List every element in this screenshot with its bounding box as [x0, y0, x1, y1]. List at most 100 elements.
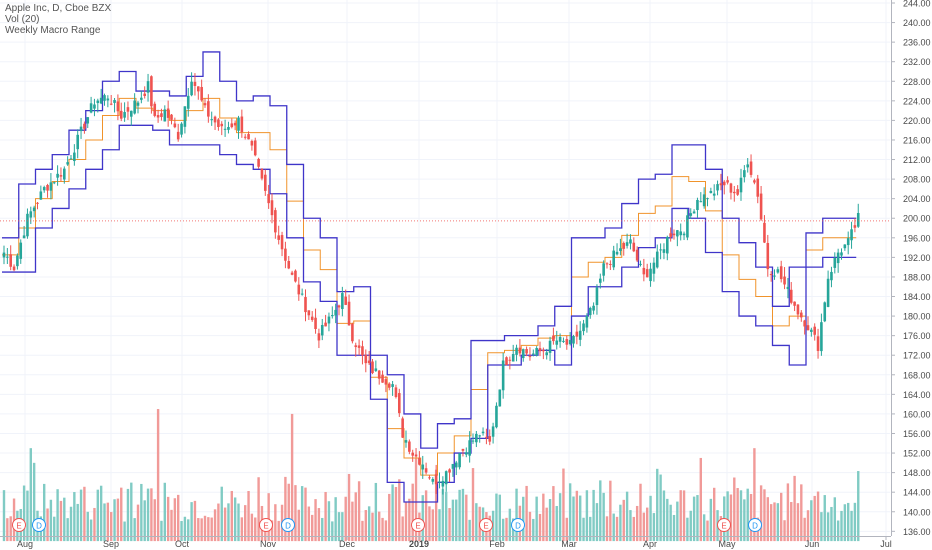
- candle-body: [267, 194, 270, 204]
- volume-indicator-label[interactable]: Vol (20): [5, 14, 40, 25]
- volume-bar: [9, 516, 12, 542]
- candle-body: [635, 249, 639, 261]
- volume-bar: [300, 486, 304, 542]
- volume-bar: [713, 487, 716, 542]
- volume-bar: [49, 499, 53, 542]
- dividend-marker[interactable]: D: [281, 518, 295, 532]
- candle: [565, 335, 569, 350]
- candle-body: [578, 330, 582, 340]
- time-axis[interactable]: Aug Sep Oct Nov Dec 2019 Feb Mar Apr May Jun Jul: [0, 536, 892, 549]
- candle: [833, 252, 837, 274]
- candle-body: [545, 352, 548, 356]
- candle-body: [143, 93, 146, 96]
- candle-body: [163, 109, 167, 122]
- volume-bar: [689, 510, 692, 542]
- candle-body: [468, 440, 471, 456]
- candle-body: [662, 249, 666, 253]
- candle-body: [377, 370, 381, 379]
- volume-bar: [595, 503, 599, 542]
- volume-bar: [652, 513, 656, 542]
- candle-body: [712, 193, 716, 196]
- candle-body: [79, 126, 83, 132]
- candle: [796, 304, 800, 320]
- candle-body: [304, 297, 307, 313]
- price-tick-label: 244.00: [903, 0, 931, 9]
- volume-bar: [508, 508, 512, 542]
- symbol-title[interactable]: Apple Inc, D, Cboe BZX: [5, 3, 112, 14]
- candle-body: [532, 353, 535, 355]
- candle-body: [22, 235, 26, 239]
- volume-bar: [197, 518, 200, 542]
- candle-body: [156, 115, 160, 118]
- price-tick-label: 164.00: [903, 390, 931, 400]
- candle: [666, 235, 669, 261]
- candle-body: [679, 231, 682, 236]
- candle: [448, 468, 451, 483]
- candle: [79, 117, 83, 139]
- volume-bar: [89, 519, 93, 542]
- candle-body: [106, 98, 110, 101]
- volume-bar: [116, 498, 120, 542]
- volume-bar: [96, 489, 99, 542]
- candle: [625, 233, 629, 249]
- volume-bar: [364, 510, 367, 542]
- candle-body: [287, 260, 291, 269]
- candle: [136, 100, 140, 114]
- candle-body: [699, 201, 703, 203]
- candle: [491, 422, 495, 444]
- earnings-marker[interactable]: E: [717, 518, 731, 532]
- volume-bar: [43, 483, 46, 542]
- candle: [354, 342, 358, 357]
- candle-body: [351, 323, 354, 342]
- candle-body: [334, 309, 337, 316]
- earnings-marker[interactable]: E: [259, 518, 273, 532]
- earnings-marker[interactable]: E: [12, 518, 26, 532]
- time-tick-label: Aug: [17, 539, 33, 549]
- candle-body: [418, 458, 421, 465]
- candle: [337, 304, 341, 316]
- volume-bar: [545, 507, 548, 542]
- volume-bar: [341, 512, 344, 542]
- candle-body: [692, 211, 696, 214]
- candle-body: [548, 340, 552, 353]
- candle: [652, 257, 656, 282]
- candle-body: [294, 270, 297, 282]
- volume-bar: [582, 517, 585, 542]
- candle: [200, 79, 203, 102]
- candle: [398, 388, 401, 417]
- candle: [562, 337, 565, 343]
- volume-bar: [46, 508, 49, 542]
- time-tick-label: Apr: [643, 539, 657, 549]
- candle: [505, 356, 508, 366]
- event-marker-circle: [717, 518, 731, 532]
- candle-body: [568, 339, 572, 345]
- volume-bar: [605, 516, 609, 542]
- candle-body: [26, 213, 29, 237]
- earnings-marker[interactable]: E: [479, 518, 493, 532]
- volume-bar: [29, 448, 32, 542]
- candle: [699, 192, 703, 203]
- candle: [6, 248, 9, 264]
- candle: [508, 356, 512, 370]
- dividend-marker[interactable]: D: [748, 518, 762, 532]
- volume-bar: [347, 473, 351, 542]
- weekly-macro-range-label[interactable]: Weekly Macro Range: [5, 25, 101, 36]
- event-marker-label: E: [483, 522, 488, 531]
- price-axis[interactable]: 244.00 240.00 236.00 232.00 228.00 224.00 220.…: [891, 0, 932, 550]
- volume-bar: [86, 511, 89, 542]
- dividend-marker[interactable]: D: [511, 518, 525, 532]
- candle-body: [488, 436, 492, 442]
- candle-body: [86, 117, 90, 124]
- candle: [109, 94, 113, 106]
- dividend-marker[interactable]: D: [32, 518, 46, 532]
- candle: [237, 115, 240, 139]
- candle-body: [56, 173, 59, 178]
- earnings-marker[interactable]: E: [411, 518, 425, 532]
- candle-body: [2, 252, 6, 258]
- candle: [290, 270, 294, 276]
- volume-bar: [733, 477, 736, 542]
- volume-bar: [408, 498, 411, 542]
- volume-bar: [820, 512, 823, 542]
